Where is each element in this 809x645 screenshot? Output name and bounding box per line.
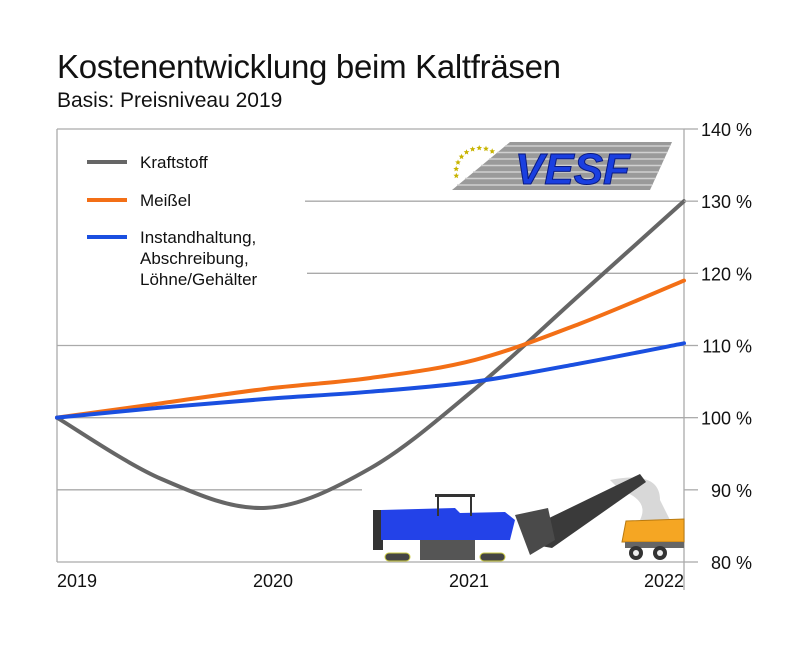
- logo-text: VESF: [515, 145, 631, 194]
- plot-frame: [56, 128, 685, 590]
- x-tick-label: 2021: [449, 571, 489, 591]
- series-line: [55, 341, 686, 420]
- logo-star-icon: [453, 172, 460, 179]
- logo-star-icon: [483, 145, 489, 152]
- y-tick-label: 100 %: [701, 409, 752, 429]
- legend-label: Kraftstoff: [140, 153, 208, 172]
- logo-star-icon: [476, 145, 483, 151]
- milling-machine-illustration: [373, 474, 685, 562]
- y-tick-label: 90 %: [711, 481, 752, 501]
- y-tick-label: 120 %: [701, 264, 752, 284]
- y-tick-label: 80 %: [711, 553, 752, 573]
- logo-star-icon: [463, 149, 470, 155]
- logo-star-icon: [455, 159, 461, 165]
- axis-ticks: 80 % 90 % 100 % 110 % 120 % 130 % 140 % 2019 202…: [57, 120, 752, 591]
- y-tick-label: 110 %: [702, 337, 752, 357]
- legend: Kraftstoff Meißel Instandhaltung, Abschreib…: [87, 153, 258, 289]
- grid: [57, 200, 684, 491]
- legend-label: Löhne/Gehälter: [140, 270, 258, 289]
- x-tick-label: 2019: [57, 571, 97, 591]
- logo-star-icon: [469, 146, 476, 152]
- logo-star-icon: [489, 148, 496, 154]
- logo-stars: [453, 145, 496, 179]
- legend-label: Abschreibung,: [140, 249, 249, 268]
- logo-stripes: [457, 145, 670, 186]
- chart-title: Kostenentwicklung beim Kaltfräsen: [57, 48, 561, 85]
- legend-label: Meißel: [140, 191, 191, 210]
- x-tick-label: 2020: [253, 571, 293, 591]
- series-line: [55, 199, 686, 510]
- series-lines: [55, 199, 686, 510]
- y-tick-label: 130 %: [701, 192, 752, 212]
- y-tick-label: 140 %: [701, 120, 752, 140]
- chart-subtitle: Basis: Preisniveau 2019: [57, 89, 283, 112]
- logo-star-icon: [458, 153, 465, 160]
- x-tick-label: 2022: [644, 571, 684, 591]
- legend-label: Instandhaltung,: [140, 228, 256, 247]
- series-line: [55, 278, 686, 420]
- logo-star-icon: [453, 166, 459, 172]
- vesf-logo: VESF: [452, 142, 672, 195]
